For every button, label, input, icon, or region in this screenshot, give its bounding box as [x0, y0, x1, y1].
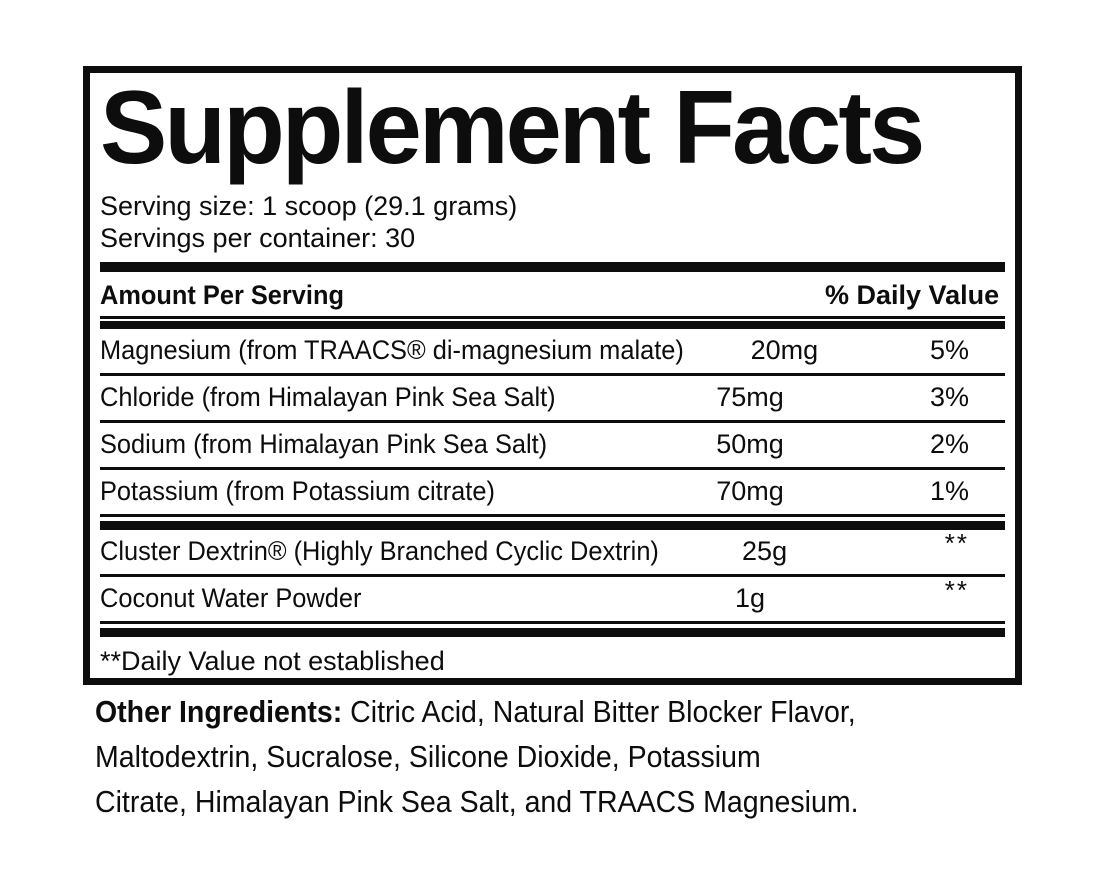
panel-title: Supplement Facts	[100, 70, 925, 186]
header-bottom-rule	[100, 320, 1005, 329]
other-ingredients-line-2: Maltodextrin, Sucralose, Silicone Dioxid…	[95, 738, 761, 774]
section-divider-rule	[100, 520, 1005, 530]
other-ingredients-line-1: Citric Acid, Natural Bitter Blocker Flav…	[350, 694, 856, 729]
other-ingredients-line-3: Citrate, Himalayan Pink Sea Salt, and TR…	[95, 783, 859, 819]
nutrient-daily-value: 2%	[929, 429, 969, 460]
nutrient-amount: 70mg	[716, 476, 784, 507]
daily-value-footnote: **Daily Value not established	[100, 645, 445, 676]
nutrient-daily-value: 5%	[929, 335, 969, 366]
nutrient-amount: 1g	[734, 583, 766, 614]
nutrient-amount: 20mg	[750, 335, 819, 366]
nutrient-daily-value: 3%	[929, 382, 969, 413]
nutrient-amount: 50mg	[716, 429, 784, 460]
daily-value-header: % Daily Value	[825, 279, 1000, 310]
table-row-chloride: Chloride (from Himalayan Pink Sea Salt) …	[100, 376, 1005, 423]
footnote-top-rule	[100, 627, 1005, 637]
nutrient-daily-value: **	[944, 528, 969, 559]
nutrient-name: Cluster Dextrin® (Highly Branched Cyclic…	[100, 536, 659, 567]
table-row-cluster-dextrin: Cluster Dextrin® (Highly Branched Cyclic…	[100, 528, 1005, 577]
table-row-magnesium: Magnesium (from TRAACS® di-magnesium mal…	[100, 329, 1005, 376]
amount-per-serving-header: Amount Per Serving	[100, 279, 344, 310]
nutrient-name: Chloride (from Himalayan Pink Sea Salt)	[100, 382, 556, 413]
serving-size-text: Serving size: 1 scoop (29.1 grams)	[100, 190, 518, 221]
nutrient-daily-value: **	[944, 575, 969, 606]
table-row-coconut-water: Coconut Water Powder 1g **	[100, 575, 1005, 624]
nutrient-name: Sodium (from Himalayan Pink Sea Salt)	[100, 429, 548, 460]
supplement-facts-panel: Supplement Facts Serving size: 1 scoop (…	[83, 66, 1022, 685]
other-ingredients-label: Other Ingredients:	[95, 694, 343, 729]
nutrient-name: Coconut Water Powder	[100, 583, 362, 614]
servings-per-container-text: Servings per container: 30	[100, 222, 416, 253]
nutrient-name: Magnesium (from TRAACS® di-magnesium mal…	[100, 335, 684, 366]
nutrient-daily-value: 1%	[929, 476, 969, 507]
table-row-sodium: Sodium (from Himalayan Pink Sea Salt) 50…	[100, 423, 1005, 470]
header-top-rule	[100, 261, 1005, 272]
table-header-row: Amount Per Serving % Daily Value	[100, 272, 1005, 319]
table-row-potassium: Potassium (from Potassium citrate) 70mg …	[100, 470, 1005, 517]
nutrient-amount: 75mg	[716, 382, 784, 413]
nutrient-amount: 25g	[742, 536, 788, 567]
other-ingredients: Other Ingredients: Citric Acid, Natural …	[95, 690, 941, 825]
nutrient-name: Potassium (from Potassium citrate)	[100, 476, 495, 507]
